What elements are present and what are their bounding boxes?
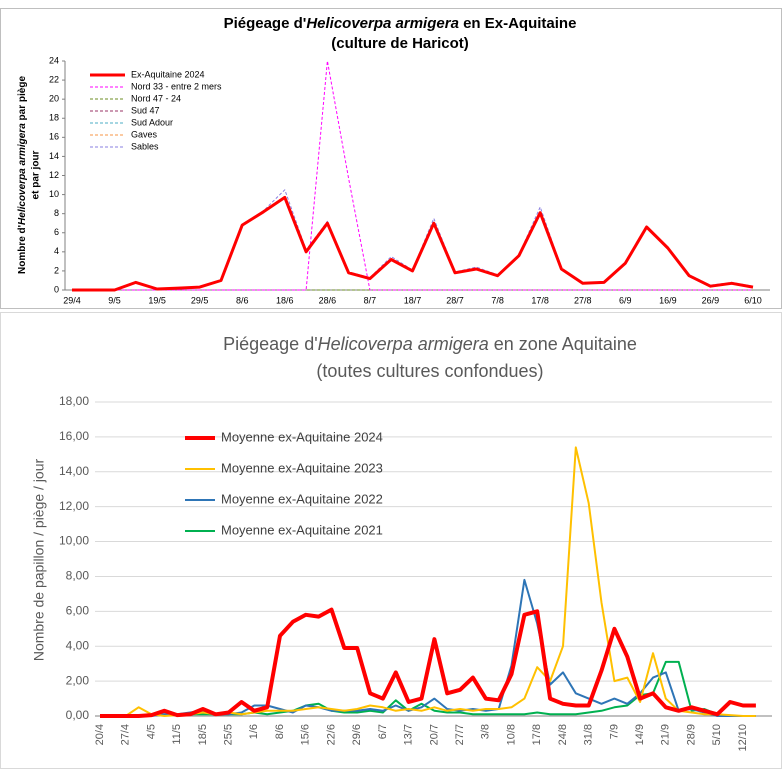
x-tick-label: 28/7 — [446, 295, 464, 305]
x-tick-label: 19/5 — [148, 295, 166, 305]
x-tick-label: 12/10 — [737, 724, 749, 752]
y-tick-label: 10,00 — [59, 534, 89, 548]
x-tick-label: 7/9 — [608, 724, 620, 739]
x-tick-label: 18/6 — [276, 295, 294, 305]
title-part: en Ex-Aquitaine — [459, 15, 577, 32]
x-tick-label: 31/8 — [583, 724, 595, 745]
x-tick-label: 16/9 — [659, 295, 677, 305]
x-tick-label: 1/6 — [248, 724, 260, 739]
x-tick-label: 13/7 — [403, 724, 415, 745]
y-tick-label: 12,00 — [59, 499, 89, 513]
title-part: Helicoverpa armigera — [306, 15, 459, 32]
x-tick-label: 10/8 — [505, 724, 517, 745]
legend-label: Moyenne ex-Aquitaine 2023 — [221, 460, 383, 475]
y-tick-label: 14,00 — [59, 464, 89, 478]
ylabel-part: par piège — [17, 76, 28, 124]
x-tick-label: 18/7 — [404, 295, 422, 305]
panel-top — [0, 8, 782, 309]
x-tick-label: 8/6 — [274, 724, 286, 739]
y-tick-label: 6 — [54, 227, 59, 237]
y-tick-label: 2 — [54, 265, 59, 275]
x-tick-label: 3/8 — [480, 724, 492, 739]
y-tick-label: 0,00 — [66, 708, 90, 722]
x-tick-label: 29/4 — [63, 295, 81, 305]
x-tick-label: 11/5 — [171, 724, 183, 745]
x-tick-label: 18/5 — [197, 724, 209, 745]
x-tick-label: 6/9 — [619, 295, 632, 305]
x-tick-label: 27/7 — [454, 724, 466, 745]
x-tick-label: 27/8 — [574, 295, 592, 305]
series-line — [72, 60, 753, 291]
x-tick-label: 5/10 — [711, 724, 723, 745]
y-tick-label: 16 — [49, 132, 59, 142]
x-tick-label: 26/9 — [702, 295, 720, 305]
chart-title: Piégeage d'Helicoverpa armigera en zone … — [223, 334, 637, 354]
x-tick-label: 8/6 — [236, 295, 249, 305]
x-tick-label: 4/5 — [145, 724, 157, 739]
y-tick-label: 18 — [49, 113, 59, 123]
x-tick-label: 28/9 — [685, 724, 697, 745]
y-tick-label: 0 — [54, 284, 59, 294]
x-tick-label: 7/8 — [491, 295, 504, 305]
x-tick-label: 17/8 — [531, 295, 549, 305]
y-tick-label: 4 — [54, 246, 59, 256]
legend-label: Gaves — [131, 129, 158, 139]
x-tick-label: 28/6 — [319, 295, 337, 305]
y-tick-label: 8 — [54, 208, 59, 218]
y-tick-label: 2,00 — [66, 673, 90, 687]
legend-label: Sud Adour — [131, 117, 173, 127]
ylabel-part: Helicoverpa armigera — [17, 123, 28, 225]
x-tick-label: 17/8 — [531, 724, 543, 745]
y-tick-label: 16,00 — [59, 429, 89, 443]
legend-label: Ex-Aquitaine 2024 — [131, 69, 205, 79]
title-part: Piégeage d' — [224, 15, 307, 32]
y-tick-label: 18,00 — [59, 394, 89, 408]
x-tick-label: 6/10 — [744, 295, 762, 305]
y-tick-label: 8,00 — [66, 569, 90, 583]
title-part: en zone Aquitaine — [489, 334, 637, 354]
y-tick-label: 6,00 — [66, 604, 90, 618]
y-tick-label: 24 — [49, 55, 59, 65]
panel-bottom — [0, 312, 782, 769]
y-axis-label: Nombre d'Helicoverpa armigera par piège — [17, 76, 28, 274]
legend-label: Moyenne ex-Aquitaine 2024 — [221, 429, 383, 444]
y-tick-label: 22 — [49, 74, 59, 84]
x-tick-label: 20/7 — [428, 724, 440, 745]
x-tick-label: 20/4 — [94, 724, 106, 745]
ylabel-part: Nombre d' — [17, 225, 28, 274]
y-tick-label: 20 — [49, 94, 59, 104]
x-tick-label: 6/7 — [377, 724, 389, 739]
legend-label: Sud 47 — [131, 105, 160, 115]
x-tick-label: 22/6 — [325, 724, 337, 745]
title-part: Piégeage d' — [223, 334, 318, 354]
chart-title: Piégeage d'Helicoverpa armigera en Ex-Aq… — [224, 15, 577, 32]
y-tick-label: 4,00 — [66, 638, 90, 652]
series-line — [100, 607, 756, 718]
chart-subtitle: (toutes cultures confondues) — [316, 361, 543, 381]
legend-label: Nord 33 - entre 2 mers — [131, 81, 222, 91]
x-tick-label: 9/5 — [108, 295, 121, 305]
y-tick-label: 14 — [49, 151, 59, 161]
x-tick-label: 21/9 — [660, 724, 672, 745]
y-axis-label: et par jour — [31, 150, 42, 199]
x-tick-label: 29/5 — [191, 295, 209, 305]
legend-label: Sables — [131, 141, 159, 151]
x-tick-label: 27/4 — [120, 724, 132, 745]
legend-label: Moyenne ex-Aquitaine 2022 — [221, 491, 383, 506]
y-tick-label: 12 — [49, 170, 59, 180]
x-tick-label: 14/9 — [634, 724, 646, 745]
x-tick-label: 25/5 — [223, 724, 235, 745]
legend-label: Moyenne ex-Aquitaine 2021 — [221, 522, 383, 537]
x-tick-label: 15/6 — [300, 724, 312, 745]
x-tick-label: 8/7 — [364, 295, 377, 305]
chart-subtitle: (culture de Haricot) — [331, 35, 469, 52]
legend-label: Nord 47 - 24 — [131, 93, 181, 103]
y-axis-label: Nombre de papillon / piège / jour — [31, 458, 47, 661]
x-tick-label: 24/8 — [557, 724, 569, 745]
y-tick-label: 10 — [49, 189, 59, 199]
x-tick-label: 29/6 — [351, 724, 363, 745]
title-part: Helicoverpa armigera — [318, 334, 489, 354]
series-line — [72, 195, 754, 292]
